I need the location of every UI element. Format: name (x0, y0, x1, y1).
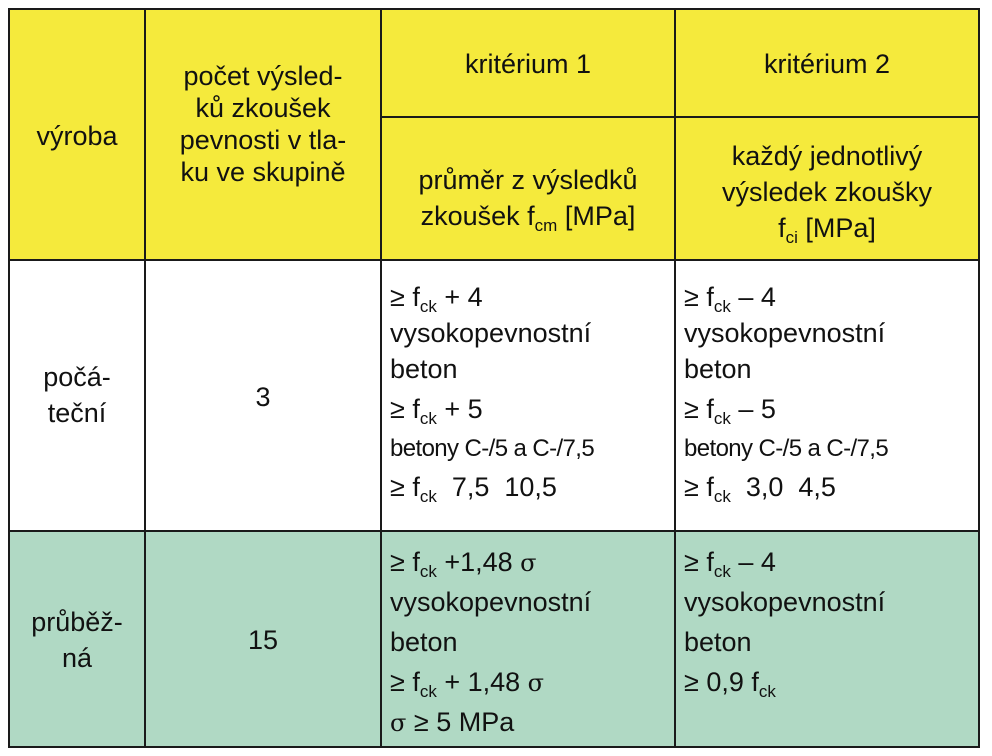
row-initial-vyroba: počá- teční (10, 261, 144, 530)
criterion-line: ≥ fck + 4 (390, 282, 483, 316)
header-pocet-line: pevnosti v tla- (179, 125, 347, 155)
criterion-line: vysokopevnostní (684, 318, 886, 348)
header-pocet-line: ků zkoušek (195, 93, 331, 123)
grid-line (380, 10, 382, 746)
criterion-line: ≥ fck – 4 (684, 282, 776, 316)
grid-line (10, 259, 978, 261)
criterion-line: ≥ fck + 5 (390, 394, 483, 428)
header-pocet-line: ku ve skupině (180, 157, 346, 187)
row-initial-k2: ≥ fck – 4 vysokopevnostní beton ≥ fck – … (676, 261, 978, 530)
criterion-line: vysokopevnostní (390, 587, 592, 617)
k2-desc-line: výsledek zkoušky (721, 177, 933, 207)
header-vyroba: výroba (10, 10, 144, 260)
header-kriterium-2: kritérium 2 (676, 10, 978, 116)
criterion-line: beton (390, 627, 458, 657)
header-kriterium-2-label: kritérium 2 (763, 49, 891, 79)
header-kriterium-1-label: kritérium 1 (464, 49, 592, 79)
row-ongoing-vyroba: průběž- ná (10, 532, 144, 746)
row-initial-pocet: 3 (146, 261, 380, 530)
pocet-value: 3 (255, 382, 271, 412)
grid-line (674, 10, 676, 746)
criterion-line: σ ≥ 5 MPa (390, 707, 515, 737)
vyroba-line: teční (47, 398, 107, 428)
criterion-line: ≥ 0,9 fck (684, 667, 776, 701)
criterion-line: ≥ fck +1,48 σ (390, 547, 537, 581)
row-ongoing-k1: ≥ fck +1,48 σ vysokopevnostní beton ≥ fc… (382, 532, 674, 746)
criterion-line: betony C-/5 a C-/7,5 (390, 435, 595, 462)
criterion-line: ≥ fck 7,5 10,5 (390, 472, 557, 506)
vyroba-line: průběž- (31, 607, 123, 637)
vyroba-line: počá- (43, 362, 111, 392)
header-vyroba-label: výroba (36, 121, 118, 151)
criterion-line: ≥ fck 3,0 4,5 (684, 472, 836, 506)
row-ongoing-k2: ≥ fck – 4 vysokopevnostní beton ≥ 0,9 fc… (676, 532, 978, 746)
criterion-line: vysokopevnostní (684, 587, 886, 617)
header-k2-description: každý jednotlivý výsledek zkoušky fci [M… (676, 118, 978, 260)
header-background (10, 10, 978, 260)
grid-line (144, 10, 146, 746)
vyroba-line: ná (61, 643, 93, 673)
criterion-line: beton (684, 627, 752, 657)
k2-desc-line: každý jednotlivý (731, 141, 923, 171)
k1-desc-line: průměr z výsledků (418, 165, 638, 195)
header-pocet: počet výsled- ků zkoušek pevnosti v tla-… (146, 10, 380, 260)
criterion-line: vysokopevnostní (390, 318, 592, 348)
criterion-line: ≥ fck – 5 (684, 394, 776, 428)
k2-desc-line: fci [MPa] (778, 213, 876, 247)
pocet-value: 15 (247, 625, 279, 655)
row-initial-background (10, 260, 978, 530)
k1-desc-line: zkoušek fcm [MPa] (420, 201, 636, 235)
header-pocet-line: počet výsled- (183, 61, 343, 91)
header-k1-description: průměr z výsledků zkoušek fcm [MPa] (382, 118, 674, 260)
header-kriterium-1: kritérium 1 (382, 10, 674, 116)
criterion-line: beton (684, 354, 752, 384)
row-initial-k1: ≥ fck + 4 vysokopevnostní beton ≥ fck + … (382, 261, 674, 530)
criterion-line: ≥ fck + 1,48 σ (390, 667, 545, 701)
criterion-line: ≥ fck – 4 (684, 547, 776, 581)
grid-line (10, 530, 978, 532)
criterion-line: beton (390, 354, 458, 384)
criteria-table: výroba počet výsled- ků zkoušek pevnosti… (8, 8, 980, 748)
row-ongoing-background (10, 530, 978, 746)
row-ongoing-pocet: 15 (146, 532, 380, 746)
grid-line (382, 116, 978, 118)
criterion-line: betony C-/5 a C-/7,5 (684, 435, 889, 462)
